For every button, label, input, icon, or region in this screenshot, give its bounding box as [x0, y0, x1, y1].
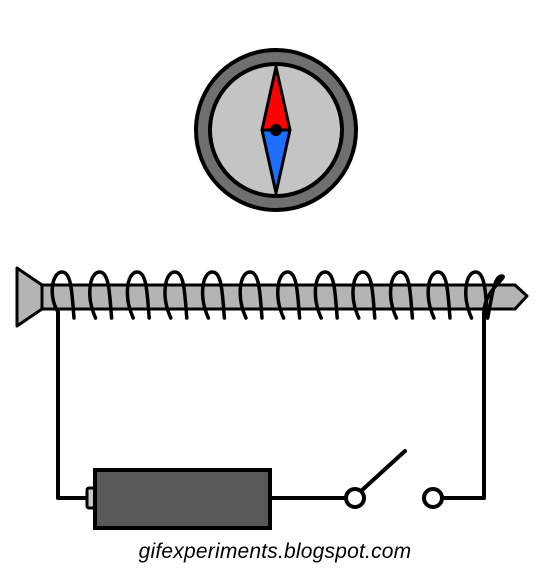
- coil-turn: [125, 270, 151, 320]
- battery-icon: [85, 468, 272, 530]
- coil-turn: [200, 270, 227, 320]
- switch-lever[interactable]: [358, 449, 407, 494]
- coil-lead: [482, 274, 505, 320]
- coil-turn: [426, 270, 452, 320]
- screw-core: [15, 266, 529, 328]
- wire-coil: [50, 270, 505, 320]
- open-switch-icon[interactable]: [344, 449, 444, 509]
- coil-turn: [88, 270, 114, 320]
- coil-turn: [313, 270, 339, 320]
- coil-turn: [388, 270, 415, 320]
- coil-turn: [276, 270, 302, 320]
- switch-contact-left: [344, 487, 366, 509]
- coil-turn: [50, 270, 76, 320]
- switch-contact-right: [422, 487, 444, 509]
- compass-icon: [194, 48, 358, 212]
- coil-turn: [163, 270, 189, 320]
- circuit-wires: [56, 310, 486, 500]
- battery-body: [93, 468, 272, 530]
- wire-right: [440, 310, 486, 500]
- coil-turn: [351, 270, 377, 320]
- wire-left: [56, 310, 97, 500]
- compass-pivot: [270, 124, 282, 136]
- coil-turn: [238, 270, 264, 320]
- screw-body: [15, 266, 529, 328]
- credit-text: gifexperiments.blogspot.com: [138, 540, 412, 563]
